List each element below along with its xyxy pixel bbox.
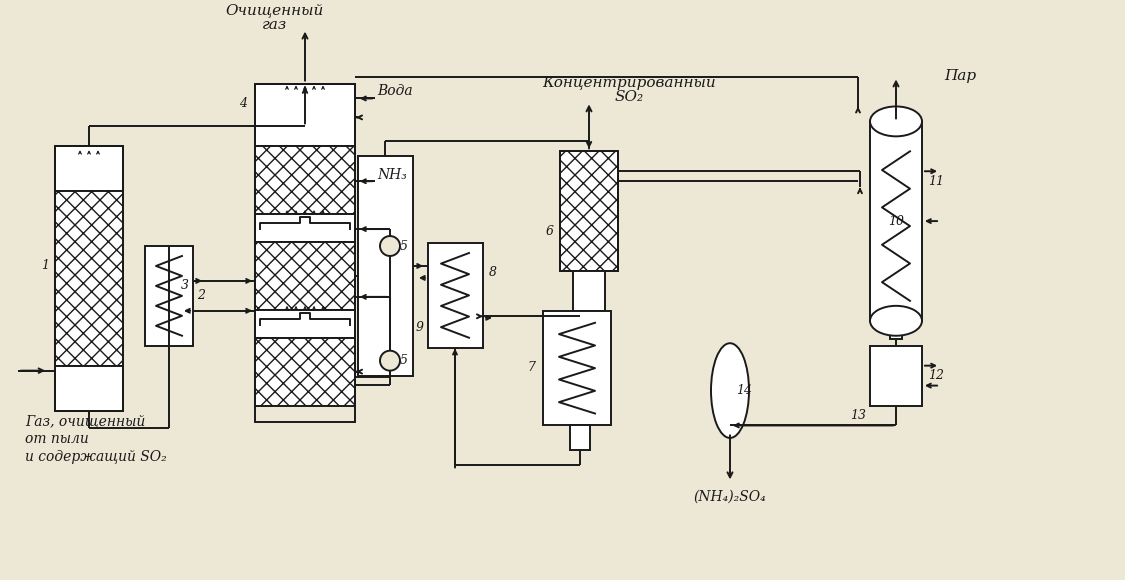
Text: 13: 13 [850, 409, 866, 422]
Text: 5: 5 [400, 240, 408, 252]
Bar [560, 151, 618, 271]
Text: Пар: Пар [944, 68, 976, 82]
Ellipse shape [870, 306, 922, 336]
Text: 6: 6 [546, 224, 554, 238]
Text: Концентрированный: Концентрированный [542, 75, 716, 89]
Text: 3: 3 [181, 280, 189, 292]
Bar [255, 310, 356, 338]
Bar [890, 321, 902, 339]
Ellipse shape [711, 343, 749, 438]
Bar [255, 84, 356, 422]
Text: 14: 14 [736, 384, 752, 397]
Bar [570, 426, 590, 451]
Bar [255, 214, 356, 242]
Ellipse shape [870, 107, 922, 136]
Text: NH₃: NH₃ [377, 168, 407, 182]
Text: 4: 4 [238, 97, 248, 110]
Text: 11: 11 [928, 175, 944, 188]
Text: 1: 1 [40, 259, 50, 273]
Text: 5: 5 [400, 354, 408, 367]
Circle shape [380, 236, 400, 256]
Text: 2: 2 [197, 289, 205, 302]
Bar [255, 146, 356, 214]
Text: и содержащий SO₂: и содержащий SO₂ [25, 450, 166, 465]
Text: SO₂: SO₂ [614, 90, 643, 104]
Bar [573, 271, 605, 311]
Circle shape [380, 351, 400, 371]
Text: газ: газ [262, 17, 288, 32]
Bar [543, 311, 611, 426]
Text: Газ, очищенный: Газ, очищенный [25, 415, 145, 429]
Text: 7: 7 [526, 361, 536, 374]
Bar [870, 346, 922, 405]
Text: Очищенный: Очищенный [226, 3, 324, 17]
Bar [145, 246, 193, 346]
Text: 10: 10 [888, 215, 904, 227]
Bar [55, 365, 123, 411]
Bar [255, 84, 356, 146]
Text: 8: 8 [489, 266, 497, 280]
Bar [255, 338, 356, 405]
Bar [55, 191, 123, 365]
Text: 9: 9 [416, 321, 424, 334]
Text: Вода: Вода [377, 85, 413, 99]
Bar [55, 146, 123, 191]
Bar [560, 151, 618, 271]
Bar [55, 146, 123, 411]
Text: от пыли: от пыли [25, 433, 89, 447]
Text: (NH₄)₂SO₄: (NH₄)₂SO₄ [694, 490, 766, 503]
Bar [428, 243, 483, 347]
Bar [870, 121, 922, 321]
Bar [255, 242, 356, 310]
Text: 12: 12 [928, 369, 944, 382]
Bar [358, 156, 413, 376]
